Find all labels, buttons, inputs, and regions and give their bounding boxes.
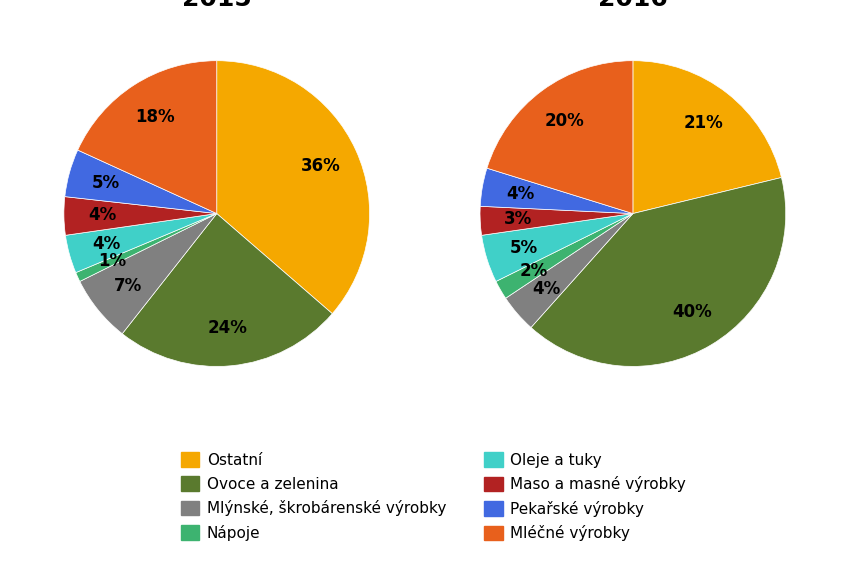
Wedge shape — [75, 214, 217, 282]
Text: 20%: 20% — [545, 112, 585, 130]
Wedge shape — [65, 150, 217, 214]
Text: 36%: 36% — [301, 157, 341, 175]
Text: 7%: 7% — [114, 277, 142, 295]
Wedge shape — [122, 214, 332, 366]
Wedge shape — [480, 168, 633, 214]
Wedge shape — [633, 61, 781, 214]
Wedge shape — [80, 214, 217, 334]
Text: 4%: 4% — [532, 280, 560, 298]
Text: 18%: 18% — [135, 108, 174, 126]
Text: 5%: 5% — [510, 239, 538, 257]
Wedge shape — [65, 214, 217, 273]
Title: 2015: 2015 — [182, 0, 251, 11]
Text: 40%: 40% — [672, 303, 712, 321]
Text: 4%: 4% — [92, 235, 121, 253]
Text: 21%: 21% — [684, 115, 724, 133]
Text: 5%: 5% — [92, 174, 121, 192]
Wedge shape — [64, 197, 217, 235]
Legend: Ostatní, Ovoce a zelenina, Mlýnské, škrobárenské výrobky, Nápoje, Oleje a tuky, : Ostatní, Ovoce a zelenina, Mlýnské, škro… — [173, 445, 694, 549]
Text: 3%: 3% — [505, 210, 532, 228]
Title: 2016: 2016 — [598, 0, 668, 11]
Text: 4%: 4% — [88, 206, 116, 224]
Text: 24%: 24% — [208, 319, 248, 337]
Wedge shape — [78, 61, 217, 214]
Wedge shape — [481, 214, 633, 282]
Wedge shape — [531, 178, 786, 366]
Text: 2%: 2% — [519, 262, 548, 280]
Text: 4%: 4% — [505, 185, 534, 203]
Text: 1%: 1% — [98, 252, 127, 270]
Wedge shape — [505, 214, 633, 328]
Wedge shape — [487, 61, 633, 214]
Wedge shape — [496, 214, 633, 298]
Wedge shape — [480, 206, 633, 235]
Wedge shape — [217, 61, 369, 314]
